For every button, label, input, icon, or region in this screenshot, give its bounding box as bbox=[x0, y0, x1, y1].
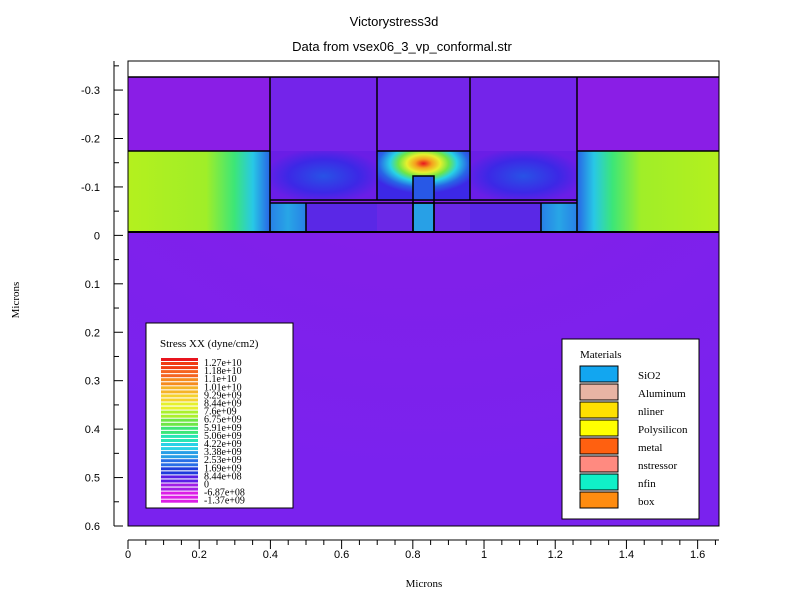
colorbar-swatch bbox=[161, 488, 198, 491]
region-gate-right-blue bbox=[470, 151, 577, 201]
colorbar-swatch bbox=[161, 459, 198, 462]
x-tick-label: 0 bbox=[125, 549, 131, 561]
colorbar-swatch bbox=[161, 358, 198, 361]
colorbar-label: -1.37e+09 bbox=[204, 496, 245, 507]
colorbar-swatch bbox=[161, 484, 198, 487]
material-swatch bbox=[580, 456, 618, 472]
x-tick-label: 1.4 bbox=[619, 549, 634, 561]
x-tick-label: 1.2 bbox=[548, 549, 563, 561]
y-tick-label: 0.4 bbox=[85, 424, 100, 436]
x-tick-label: 0.4 bbox=[263, 549, 278, 561]
stress-legend-title: Stress XX (dyne/cm2) bbox=[160, 338, 259, 350]
colorbar-swatch bbox=[161, 407, 198, 410]
colorbar-swatch bbox=[161, 443, 198, 446]
material-label: nstressor bbox=[638, 460, 677, 472]
material-swatch bbox=[580, 438, 618, 454]
colorbar-swatch bbox=[161, 423, 198, 426]
x-tick-label: 0.2 bbox=[192, 549, 207, 561]
material-swatch bbox=[580, 492, 618, 508]
colorbar-swatch bbox=[161, 427, 198, 430]
colorbar-swatch bbox=[161, 492, 198, 495]
x-tick-label: 1 bbox=[481, 549, 487, 561]
colorbar-swatch bbox=[161, 378, 198, 381]
colorbar-swatch bbox=[161, 394, 198, 397]
top-band bbox=[128, 61, 719, 77]
material-swatch bbox=[580, 366, 618, 382]
colorbar-swatch bbox=[161, 439, 198, 442]
colorbar-swatch bbox=[161, 382, 198, 385]
region-fin-left bbox=[270, 203, 306, 232]
colorbar-swatch bbox=[161, 431, 198, 434]
colorbar-swatch bbox=[161, 475, 198, 478]
colorbar-swatch bbox=[161, 467, 198, 470]
y-tick-label: -0.3 bbox=[81, 85, 100, 97]
x-axis: 0 0.2 0.4 0.6 0.8 1 1.2 1.4 1.6 bbox=[125, 540, 719, 561]
y-tick-label: 0.1 bbox=[85, 279, 100, 291]
material-label: metal bbox=[638, 442, 662, 454]
material-label: Aluminum bbox=[638, 388, 686, 400]
y-tick-label: 0.3 bbox=[85, 376, 100, 388]
material-swatch bbox=[580, 474, 618, 490]
colorbar-swatch bbox=[161, 362, 198, 365]
y-axis: -0.3 -0.2 -0.1 0 0.1 0.2 0.3 0.4 0.5 0.6 bbox=[81, 61, 123, 533]
colorbar-swatch bbox=[161, 471, 198, 474]
colorbar-swatch bbox=[161, 451, 198, 454]
colorbar-swatch bbox=[161, 411, 198, 414]
material-label: nfin bbox=[638, 478, 656, 490]
region-left-green bbox=[128, 151, 270, 232]
y-tick-label: -0.2 bbox=[81, 134, 100, 146]
x-tick-label: 0.6 bbox=[334, 549, 349, 561]
colorbar-swatch bbox=[161, 403, 198, 406]
region-right-green bbox=[577, 151, 719, 232]
material-label: SiO2 bbox=[638, 370, 661, 382]
materials-legend-title: Materials bbox=[580, 349, 622, 361]
material-swatch bbox=[580, 402, 618, 418]
colorbar-swatch bbox=[161, 370, 198, 373]
chart-title: Victorystress3d bbox=[350, 14, 439, 29]
colorbar-swatch bbox=[161, 374, 198, 377]
colorbar-swatch bbox=[161, 399, 198, 402]
stress-legend: Stress XX (dyne/cm2) 1.27e+101.18e+101.1… bbox=[146, 323, 293, 508]
colorbar-swatch bbox=[161, 419, 198, 422]
colorbar-swatch bbox=[161, 386, 198, 389]
region-fin-top bbox=[413, 176, 434, 200]
x-tick-label: 1.6 bbox=[690, 549, 705, 561]
y-tick-label: 0.5 bbox=[85, 473, 100, 485]
y-tick-label: 0.2 bbox=[85, 327, 100, 339]
colorbar-swatch bbox=[161, 415, 198, 418]
colorbar-swatch bbox=[161, 463, 198, 466]
y-tick-label: 0.6 bbox=[85, 521, 100, 533]
colorbar-swatch bbox=[161, 500, 198, 503]
region-fin-core bbox=[413, 203, 434, 232]
x-axis-label: Microns bbox=[406, 578, 443, 590]
material-label: box bbox=[638, 496, 655, 508]
colorbar-swatch bbox=[161, 496, 198, 499]
colorbar-swatch bbox=[161, 435, 198, 438]
material-swatch bbox=[580, 384, 618, 400]
materials-legend: Materials SiO2 Aluminum nliner Polysilicon m… bbox=[562, 339, 699, 519]
colorbar-swatch bbox=[161, 480, 198, 483]
colorbar-label: 8.44e+08 bbox=[204, 471, 242, 482]
region-fin-right bbox=[541, 203, 577, 232]
chart-subtitle: Data from vsex06_3_vp_conformal.str bbox=[292, 39, 512, 54]
colorbar-swatch bbox=[161, 455, 198, 458]
material-label: nliner bbox=[638, 406, 664, 418]
colorbar-swatch bbox=[161, 390, 198, 393]
colorbar-swatch bbox=[161, 447, 198, 450]
material-swatch bbox=[580, 420, 618, 436]
region-gate-left-blue bbox=[270, 151, 377, 201]
y-tick-label: -0.1 bbox=[81, 182, 100, 194]
x-tick-label: 0.8 bbox=[405, 549, 420, 561]
y-axis-label: Microns bbox=[10, 282, 22, 319]
y-tick-label: 0 bbox=[94, 230, 100, 242]
colorbar-swatch bbox=[161, 366, 198, 369]
material-label: Polysilicon bbox=[638, 424, 688, 436]
